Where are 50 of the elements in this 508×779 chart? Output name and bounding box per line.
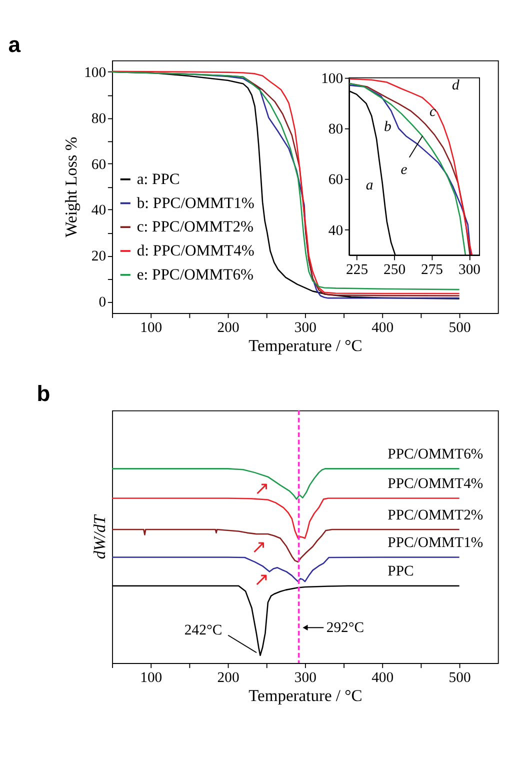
y-tick-label: 60 [328,172,344,188]
x-tick-label: 100 [140,670,162,686]
y-tick-label: 40 [328,222,344,239]
annotation: ↗ [254,569,270,590]
annotation: 242°C [184,622,222,638]
annotation: d [452,77,460,94]
annotation: c [429,104,436,120]
x-tick-label: 275 [420,262,444,278]
y-axis-title: dW/dT [90,513,110,560]
x-tick-label: 300 [294,670,316,686]
annotation: b [384,119,392,136]
x-tick-label: 400 [372,320,394,336]
annotation: ↗ [251,537,266,558]
x-tick-label: 300 [294,320,316,336]
annotation: ↗ [254,478,270,500]
series-label: PPC/OMMT4% [388,476,484,492]
y-tick-label: 20 [91,248,106,265]
ref-line-label: 292°C [326,620,364,636]
y-tick-label: 60 [91,156,106,173]
x-tick-label: 300 [458,262,480,278]
x-axis-title: Temperature / °C [248,336,362,356]
y-tick-label: 100 [84,64,106,81]
series-label: PPC [388,564,414,580]
annotation: a [366,178,374,194]
y-axis-title: Weight Loss % [62,136,81,238]
y-tick-label: 80 [328,122,344,138]
y-tick-label: 0 [98,294,106,311]
legend-label: b: PPC/OMMT1% [136,194,254,212]
x-tick-label: 500 [448,320,471,336]
x-tick-label: 200 [217,320,240,336]
legend-label: e: PPC/OMMT6% [136,266,254,284]
x-tick-label: 250 [384,262,406,278]
x-axis-title: Temperature / °C [248,686,362,706]
series-label: PPC/OMMT2% [388,507,484,524]
series-label: PPC/OMMT1% [388,535,484,552]
legend-label: d: PPC/OMMT4% [136,242,254,260]
chart-title: b [36,381,50,406]
y-tick-label: 40 [91,202,106,219]
x-tick-label: 500 [448,670,471,686]
x-tick-label: 400 [372,670,394,686]
x-tick-label: 225 [346,262,368,278]
annotation: e [400,162,408,178]
legend-label: c: PPC/OMMT2% [136,218,254,236]
chart-title: a [8,32,22,58]
legend-label: a: PPC [136,170,180,188]
x-tick-label: 100 [140,320,162,336]
y-tick-label: 100 [321,70,344,87]
y-tick-label: 80 [91,110,106,127]
x-tick-label: 200 [217,670,240,686]
series-label: PPC/OMMT6% [388,446,484,463]
